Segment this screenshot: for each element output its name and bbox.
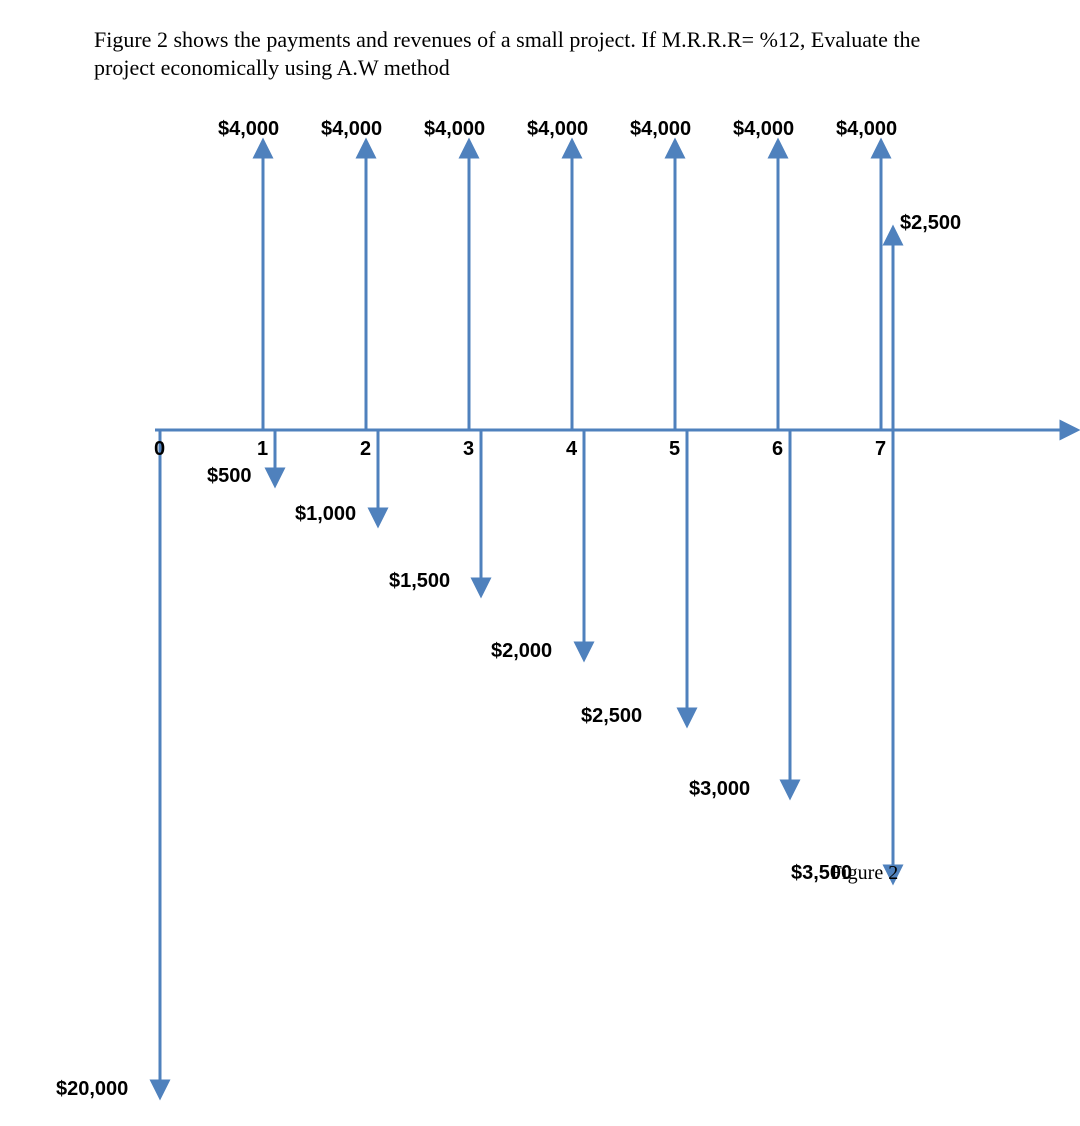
cost-label-1: $500	[207, 465, 252, 488]
revenue-label-1: $4,000	[218, 118, 279, 141]
salvage-label: $2,500	[900, 212, 961, 235]
cost-label-2: $1,000	[295, 503, 356, 526]
tick-label-1: 1	[257, 438, 268, 461]
cost-label-5: $2,500	[581, 705, 642, 728]
revenue-label-7: $4,000	[836, 118, 897, 141]
revenue-label-6: $4,000	[733, 118, 794, 141]
cashflow-diagram	[0, 0, 1080, 1126]
revenue-label-5: $4,000	[630, 118, 691, 141]
figure-caption: Figure 2	[831, 862, 898, 885]
tick-label-2: 2	[360, 438, 371, 461]
revenue-label-3: $4,000	[424, 118, 485, 141]
cost-label-6: $3,000	[689, 778, 750, 801]
cost-label-3: $1,500	[389, 570, 450, 593]
tick-label-5: 5	[669, 438, 680, 461]
tick-label-7: 7	[875, 438, 886, 461]
tick-label-0: 0	[154, 438, 165, 461]
tick-label-4: 4	[566, 438, 577, 461]
initial-cost-label: $20,000	[56, 1078, 128, 1101]
revenue-label-4: $4,000	[527, 118, 588, 141]
revenue-label-2: $4,000	[321, 118, 382, 141]
tick-label-6: 6	[772, 438, 783, 461]
tick-label-3: 3	[463, 438, 474, 461]
cost-label-4: $2,000	[491, 640, 552, 663]
